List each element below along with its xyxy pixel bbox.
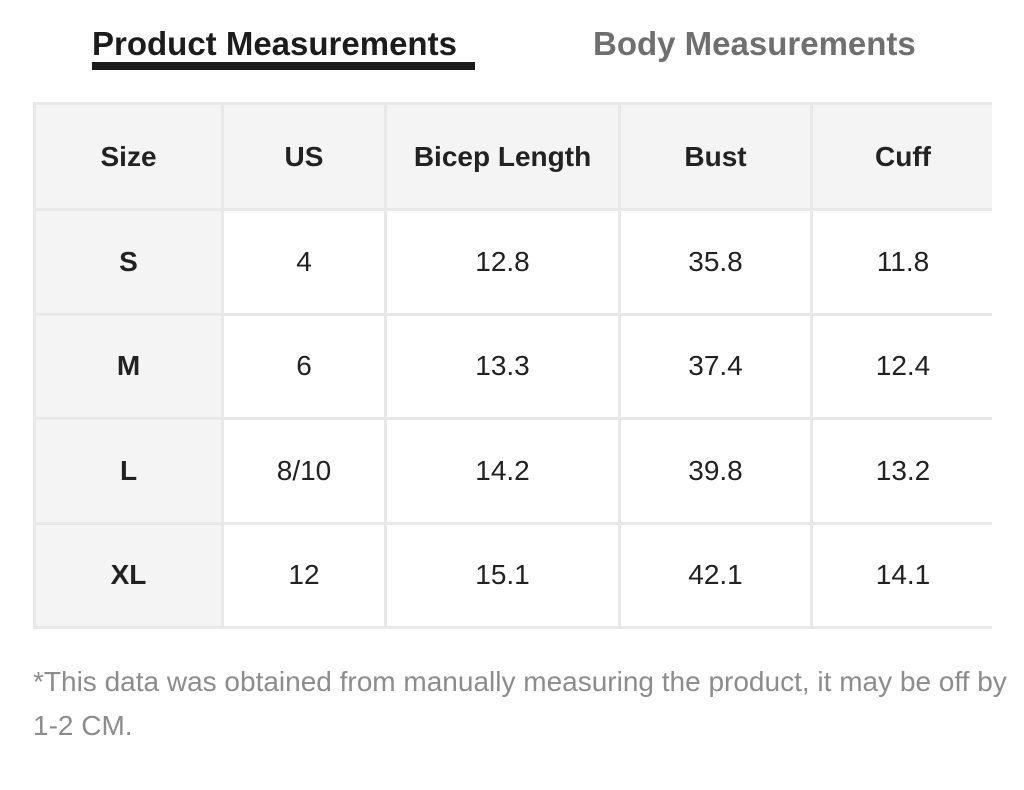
column-header-us: US bbox=[221, 102, 387, 211]
us-cell: 4 bbox=[221, 208, 387, 316]
us-cell: 6 bbox=[221, 312, 387, 420]
size-cell: L bbox=[33, 417, 224, 525]
active-tab-underline bbox=[92, 62, 475, 70]
bust-cell: 39.8 bbox=[618, 417, 813, 525]
table-row: XL 12 15.1 42.1 14.1 bbox=[33, 521, 992, 629]
table-row: L 8/10 14.2 39.8 13.2 bbox=[33, 417, 992, 525]
bust-cell: 37.4 bbox=[618, 312, 813, 420]
tab-body-measurements[interactable]: Body Measurements bbox=[593, 25, 916, 62]
bicep-length-cell: 12.8 bbox=[384, 208, 621, 316]
cuff-cell: 12.4 bbox=[810, 312, 992, 420]
bicep-length-cell: 15.1 bbox=[384, 521, 621, 629]
cuff-cell: 14.1 bbox=[810, 521, 992, 629]
size-chart-table-container[interactable]: Size US Bicep Length Bust Cuff S 4 12.8 … bbox=[33, 102, 992, 629]
bust-cell: 35.8 bbox=[618, 208, 813, 316]
size-chart-table: Size US Bicep Length Bust Cuff S 4 12.8 … bbox=[33, 102, 992, 629]
tab-product-measurements[interactable]: Product Measurements bbox=[92, 25, 457, 62]
size-cell: M bbox=[33, 312, 224, 420]
us-cell: 12 bbox=[221, 521, 387, 629]
table-row: M 6 13.3 37.4 12.4 bbox=[33, 312, 992, 420]
table-row: S 4 12.8 35.8 11.8 bbox=[33, 208, 992, 316]
cuff-cell: 11.8 bbox=[810, 208, 992, 316]
table-header-row: Size US Bicep Length Bust Cuff bbox=[33, 102, 992, 211]
bicep-length-cell: 14.2 bbox=[384, 417, 621, 525]
bicep-length-cell: 13.3 bbox=[384, 312, 621, 420]
bust-cell: 42.1 bbox=[618, 521, 813, 629]
column-header-bust: Bust bbox=[618, 102, 813, 211]
measurement-disclaimer-note: *This data was obtained from manually me… bbox=[33, 666, 1007, 741]
column-header-size: Size bbox=[33, 102, 224, 211]
size-cell: XL bbox=[33, 521, 224, 629]
us-cell: 8/10 bbox=[221, 417, 387, 525]
cuff-cell: 13.2 bbox=[810, 417, 992, 525]
column-header-bicep-length: Bicep Length bbox=[384, 102, 621, 211]
column-header-cuff: Cuff bbox=[810, 102, 992, 211]
size-cell: S bbox=[33, 208, 224, 316]
